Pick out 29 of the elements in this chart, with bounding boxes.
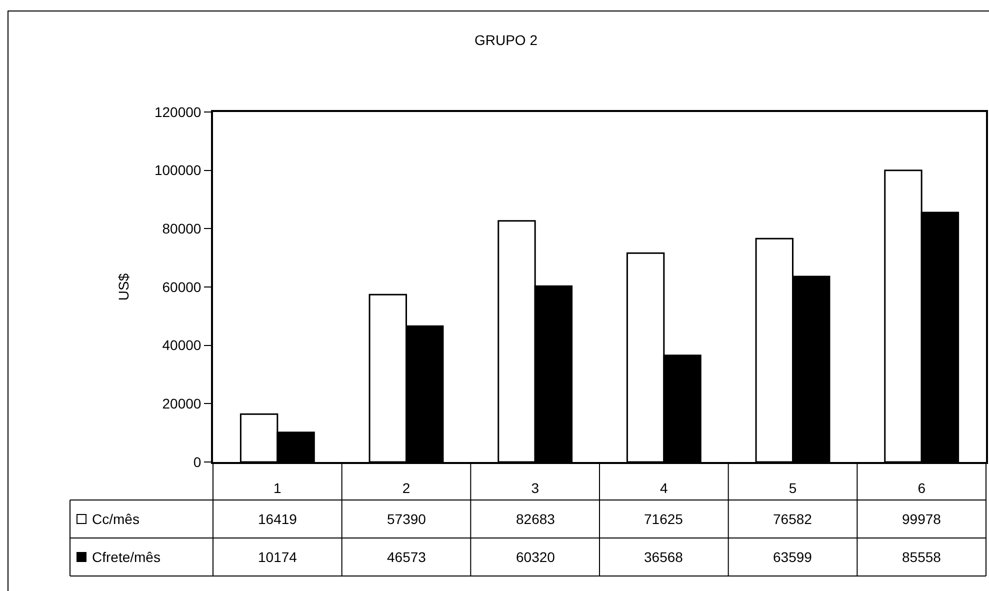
y-tick-label: 40000 (162, 337, 202, 354)
y-axis-title: US$ (116, 273, 132, 301)
data-label: 63599 (773, 549, 812, 565)
y-tick-label: 0 (193, 454, 202, 470)
x-tick-label: 4 (660, 480, 668, 496)
data-label: 71625 (644, 511, 684, 527)
data-label: 76582 (773, 511, 812, 527)
data-label: 36568 (644, 549, 684, 565)
y-tick-label: 120000 (154, 104, 202, 120)
data-label: 46573 (387, 549, 426, 565)
data-label: 60320 (516, 549, 556, 565)
data-label: 57390 (387, 511, 426, 527)
y-tick-label: 100000 (154, 162, 202, 178)
y-tick-label: 20000 (162, 396, 202, 412)
y-tick-label: 80000 (162, 220, 202, 237)
data-label: 99978 (902, 511, 942, 527)
x-tick-label: 3 (531, 480, 540, 496)
legend-label: Cc/mês (92, 511, 140, 527)
data-label: 10174 (258, 549, 298, 565)
x-tick-label: 2 (402, 480, 410, 496)
legend-label: Cfrete/mês (92, 549, 160, 565)
x-tick-label: 1 (274, 480, 282, 496)
data-label: 82683 (516, 511, 556, 527)
chart-title: GRUPO 2 (474, 32, 538, 48)
data-label: 16419 (258, 511, 298, 527)
x-tick-label: 5 (788, 480, 797, 496)
data-label: 85558 (902, 549, 942, 565)
y-tick-label: 60000 (162, 278, 202, 295)
x-tick-label: 6 (918, 480, 926, 496)
